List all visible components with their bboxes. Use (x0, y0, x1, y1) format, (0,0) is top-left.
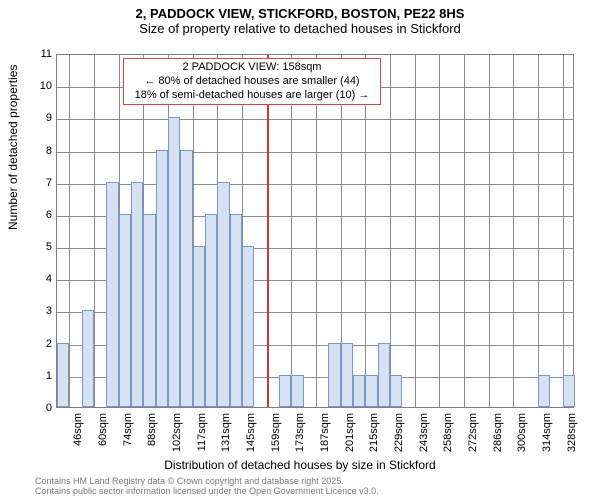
histogram-bar (279, 375, 291, 407)
gridline-v (316, 55, 317, 407)
annotation-box: 2 PADDOCK VIEW: 158sqm← 80% of detached … (123, 58, 381, 105)
x-tick-label: 131sqm (220, 413, 232, 455)
histogram-bar (106, 182, 118, 407)
x-tick-label: 145sqm (245, 413, 257, 455)
histogram-bar (291, 375, 303, 407)
histogram-bar (82, 310, 94, 407)
x-tick-label: 60sqm (97, 413, 109, 455)
gridline-v (563, 55, 564, 407)
y-tick-label: 7 (32, 177, 52, 189)
histogram-bar (353, 375, 365, 407)
gridline-v (489, 55, 490, 407)
y-tick-label: 3 (32, 305, 52, 317)
histogram-bar (143, 214, 155, 407)
y-tick-label: 9 (32, 112, 52, 124)
y-tick-label: 6 (32, 209, 52, 221)
x-tick-label: 201sqm (344, 413, 356, 455)
x-tick-label: 215sqm (368, 413, 380, 455)
x-tick-label: 46sqm (72, 413, 84, 455)
x-tick-label: 187sqm (319, 413, 331, 455)
histogram-bar (217, 182, 229, 407)
x-tick-label: 88sqm (146, 413, 158, 455)
histogram-bar (119, 214, 131, 407)
gridline-v (291, 55, 292, 407)
gridline-v (94, 55, 95, 407)
annotation-line3: 18% of semi-detached houses are larger (… (128, 89, 376, 103)
x-tick-label: 272sqm (467, 413, 479, 455)
x-tick-label: 258sqm (442, 413, 454, 455)
histogram-bar (193, 246, 205, 407)
x-tick-label: 159sqm (270, 413, 282, 455)
x-tick-label: 229sqm (393, 413, 405, 455)
footer-line-1: Contains HM Land Registry data © Crown c… (35, 476, 379, 486)
annotation-line1: 2 PADDOCK VIEW: 158sqm (128, 61, 376, 75)
histogram-bar (242, 246, 254, 407)
gridline-h (57, 119, 573, 120)
reference-line (267, 55, 269, 407)
histogram-bar (563, 375, 575, 407)
y-tick-label: 10 (32, 80, 52, 92)
histogram-bar (156, 150, 168, 407)
y-tick-label: 0 (32, 402, 52, 414)
chart-title: 2, PADDOCK VIEW, STICKFORD, BOSTON, PE22… (0, 0, 600, 36)
y-tick-label: 5 (32, 241, 52, 253)
y-tick-label: 8 (32, 145, 52, 157)
x-tick-label: 243sqm (418, 413, 430, 455)
histogram-bar (390, 375, 402, 407)
footer-line-2: Contains public sector information licen… (35, 486, 379, 496)
y-tick-label: 1 (32, 370, 52, 382)
histogram-bar (378, 343, 390, 407)
gridline-h (57, 152, 573, 153)
x-axis-label: Distribution of detached houses by size … (0, 458, 600, 472)
x-tick-label: 102sqm (171, 413, 183, 455)
histogram-bar (365, 375, 377, 407)
x-tick-label: 300sqm (516, 413, 528, 455)
gridline-v (439, 55, 440, 407)
y-axis-label: Number of detached properties (6, 65, 20, 230)
y-tick-label: 4 (32, 273, 52, 285)
gridline-v (513, 55, 514, 407)
y-tick-label: 2 (32, 338, 52, 350)
histogram-bar (538, 375, 550, 407)
x-tick-label: 286sqm (492, 413, 504, 455)
x-tick-label: 328sqm (566, 413, 578, 455)
x-tick-label: 74sqm (122, 413, 134, 455)
histogram-bar (168, 117, 180, 407)
gridline-v (464, 55, 465, 407)
histogram-bar (205, 214, 217, 407)
histogram-bar (131, 182, 143, 407)
annotation-line2: ← 80% of detached houses are smaller (44… (128, 75, 376, 89)
gridline-v (69, 55, 70, 407)
title-line-1: 2, PADDOCK VIEW, STICKFORD, BOSTON, PE22… (0, 6, 600, 21)
gridline-v (415, 55, 416, 407)
y-tick-label: 11 (32, 48, 52, 60)
x-tick-label: 314sqm (541, 413, 553, 455)
gridline-v (538, 55, 539, 407)
x-tick-label: 117sqm (196, 413, 208, 455)
gridline-v (390, 55, 391, 407)
histogram-bar (57, 343, 69, 407)
gridline-v (365, 55, 366, 407)
histogram-bar (341, 343, 353, 407)
title-line-2: Size of property relative to detached ho… (0, 21, 600, 36)
histogram-bar (230, 214, 242, 407)
histogram-bar (328, 343, 340, 407)
histogram-bar (180, 150, 192, 407)
histogram-chart: 2 PADDOCK VIEW: 158sqm← 80% of detached … (56, 54, 574, 408)
x-tick-label: 173sqm (294, 413, 306, 455)
footer-text: Contains HM Land Registry data © Crown c… (35, 476, 379, 497)
